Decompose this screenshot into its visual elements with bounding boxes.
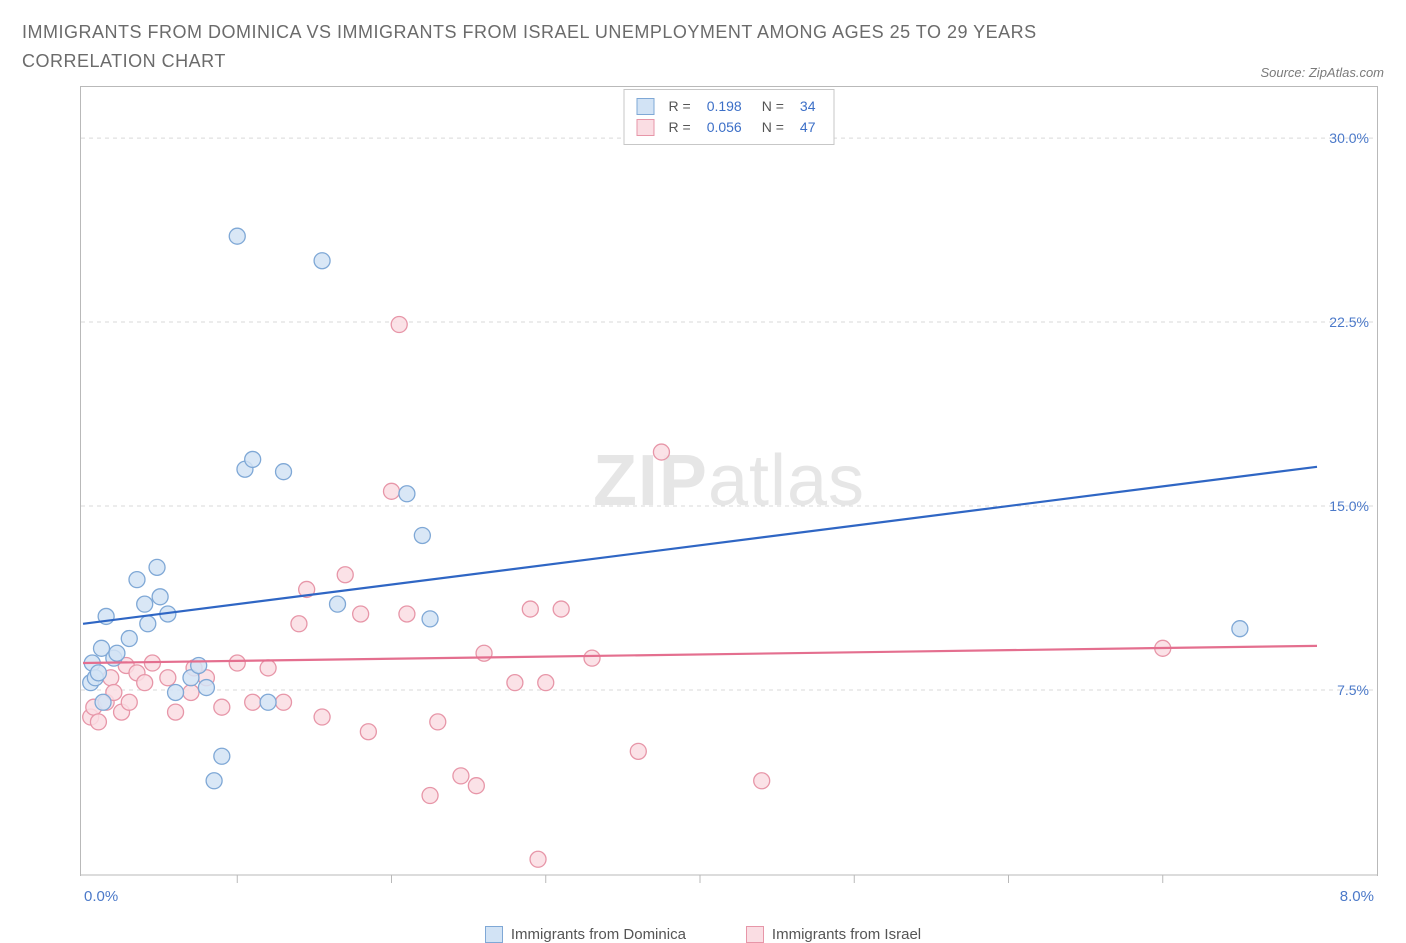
scatter-point <box>90 714 106 730</box>
x-axis-max-label: 8.0% <box>1340 888 1374 905</box>
scatter-point <box>129 571 145 587</box>
scatter-point <box>422 787 438 803</box>
r-value-b: 0.056 <box>707 117 742 138</box>
trend-line <box>83 645 1317 662</box>
scatter-point <box>422 610 438 626</box>
scatter-point <box>137 596 153 612</box>
scatter-point <box>453 767 469 783</box>
scatter-point <box>530 851 546 867</box>
scatter-point <box>538 674 554 690</box>
scatter-point <box>183 684 199 700</box>
scatter-point <box>214 699 230 715</box>
scatter-point <box>1232 620 1248 636</box>
scatter-point <box>522 601 538 617</box>
scatter-point <box>314 252 330 268</box>
scatter-point <box>399 606 415 622</box>
chart-area: Unemployment Among Ages 25 to 29 years Z… <box>22 86 1384 943</box>
scatter-point <box>168 704 184 720</box>
legend-item-b: Immigrants from Israel <box>746 926 921 943</box>
legend-swatch-a <box>485 926 503 943</box>
scatter-point <box>191 657 207 673</box>
n-label-a: N = <box>762 96 784 117</box>
n-value-b: 47 <box>800 117 816 138</box>
chart-title: IMMIGRANTS FROM DOMINICA VS IMMIGRANTS F… <box>22 18 1142 76</box>
scatter-point <box>95 694 111 710</box>
swatch-series-a <box>637 98 655 115</box>
scatter-point <box>291 615 307 631</box>
legend-label-a: Immigrants from Dominica <box>511 926 686 943</box>
scatter-point <box>384 483 400 499</box>
scatter-point <box>90 664 106 680</box>
scatter-point <box>198 679 214 695</box>
scatter-point <box>149 559 165 575</box>
scatter-point <box>276 694 292 710</box>
trend-line <box>83 466 1317 623</box>
scatter-point <box>553 601 569 617</box>
svg-text:30.0%: 30.0% <box>1329 130 1369 146</box>
r-value-a: 0.198 <box>707 96 742 117</box>
scatter-point <box>430 714 446 730</box>
legend-swatch-b <box>746 926 764 943</box>
scatter-point <box>229 228 245 244</box>
scatter-point <box>584 650 600 666</box>
scatter-point <box>468 777 484 793</box>
scatter-point <box>337 566 353 582</box>
source-attribution: Source: ZipAtlas.com <box>1260 65 1384 80</box>
legend-item-a: Immigrants from Dominica <box>485 926 686 943</box>
correlation-stats-box: R = 0.198 N = 34 R = 0.056 N = 47 <box>624 89 835 145</box>
svg-text:7.5%: 7.5% <box>1337 682 1369 698</box>
scatter-point <box>137 674 153 690</box>
x-axis-footer: 0.0% 8.0% <box>80 876 1378 910</box>
scatter-point <box>276 463 292 479</box>
scatter-point <box>360 723 376 739</box>
stats-row-a: R = 0.198 N = 34 <box>637 96 822 117</box>
scatter-point <box>152 588 168 604</box>
scatter-point <box>314 709 330 725</box>
scatter-point <box>140 615 156 631</box>
scatter-point <box>121 694 137 710</box>
scatter-point <box>391 316 407 332</box>
svg-text:15.0%: 15.0% <box>1329 498 1369 514</box>
scatter-point <box>476 645 492 661</box>
swatch-series-b <box>637 119 655 136</box>
scatter-point <box>754 772 770 788</box>
r-label-b: R = <box>669 117 691 138</box>
scatter-point <box>507 674 523 690</box>
scatter-point <box>109 645 125 661</box>
x-axis-min-label: 0.0% <box>84 888 118 905</box>
scatter-point <box>653 444 669 460</box>
stats-row-b: R = 0.056 N = 47 <box>637 117 822 138</box>
r-label-a: R = <box>669 96 691 117</box>
scatter-point <box>330 596 346 612</box>
scatter-svg: 7.5% 15.0% 22.5% 30.0% <box>81 87 1377 876</box>
scatter-point <box>260 660 276 676</box>
bottom-legend: Immigrants from Dominica Immigrants from… <box>22 926 1384 943</box>
scatter-point <box>630 743 646 759</box>
scatter-point <box>414 527 430 543</box>
legend-label-b: Immigrants from Israel <box>772 926 921 943</box>
scatter-point <box>214 748 230 764</box>
scatter-point <box>160 669 176 685</box>
scatter-point <box>245 451 261 467</box>
scatter-point <box>260 694 276 710</box>
plot-region: ZIPatlas R = 0.198 N = 34 R = 0.056 N = … <box>80 86 1378 876</box>
scatter-point <box>168 684 184 700</box>
n-value-a: 34 <box>800 96 816 117</box>
n-label-b: N = <box>762 117 784 138</box>
svg-text:22.5%: 22.5% <box>1329 314 1369 330</box>
scatter-point <box>229 655 245 671</box>
scatter-point <box>245 694 261 710</box>
scatter-point <box>206 772 222 788</box>
scatter-point <box>121 630 137 646</box>
scatter-point <box>353 606 369 622</box>
scatter-point <box>399 485 415 501</box>
